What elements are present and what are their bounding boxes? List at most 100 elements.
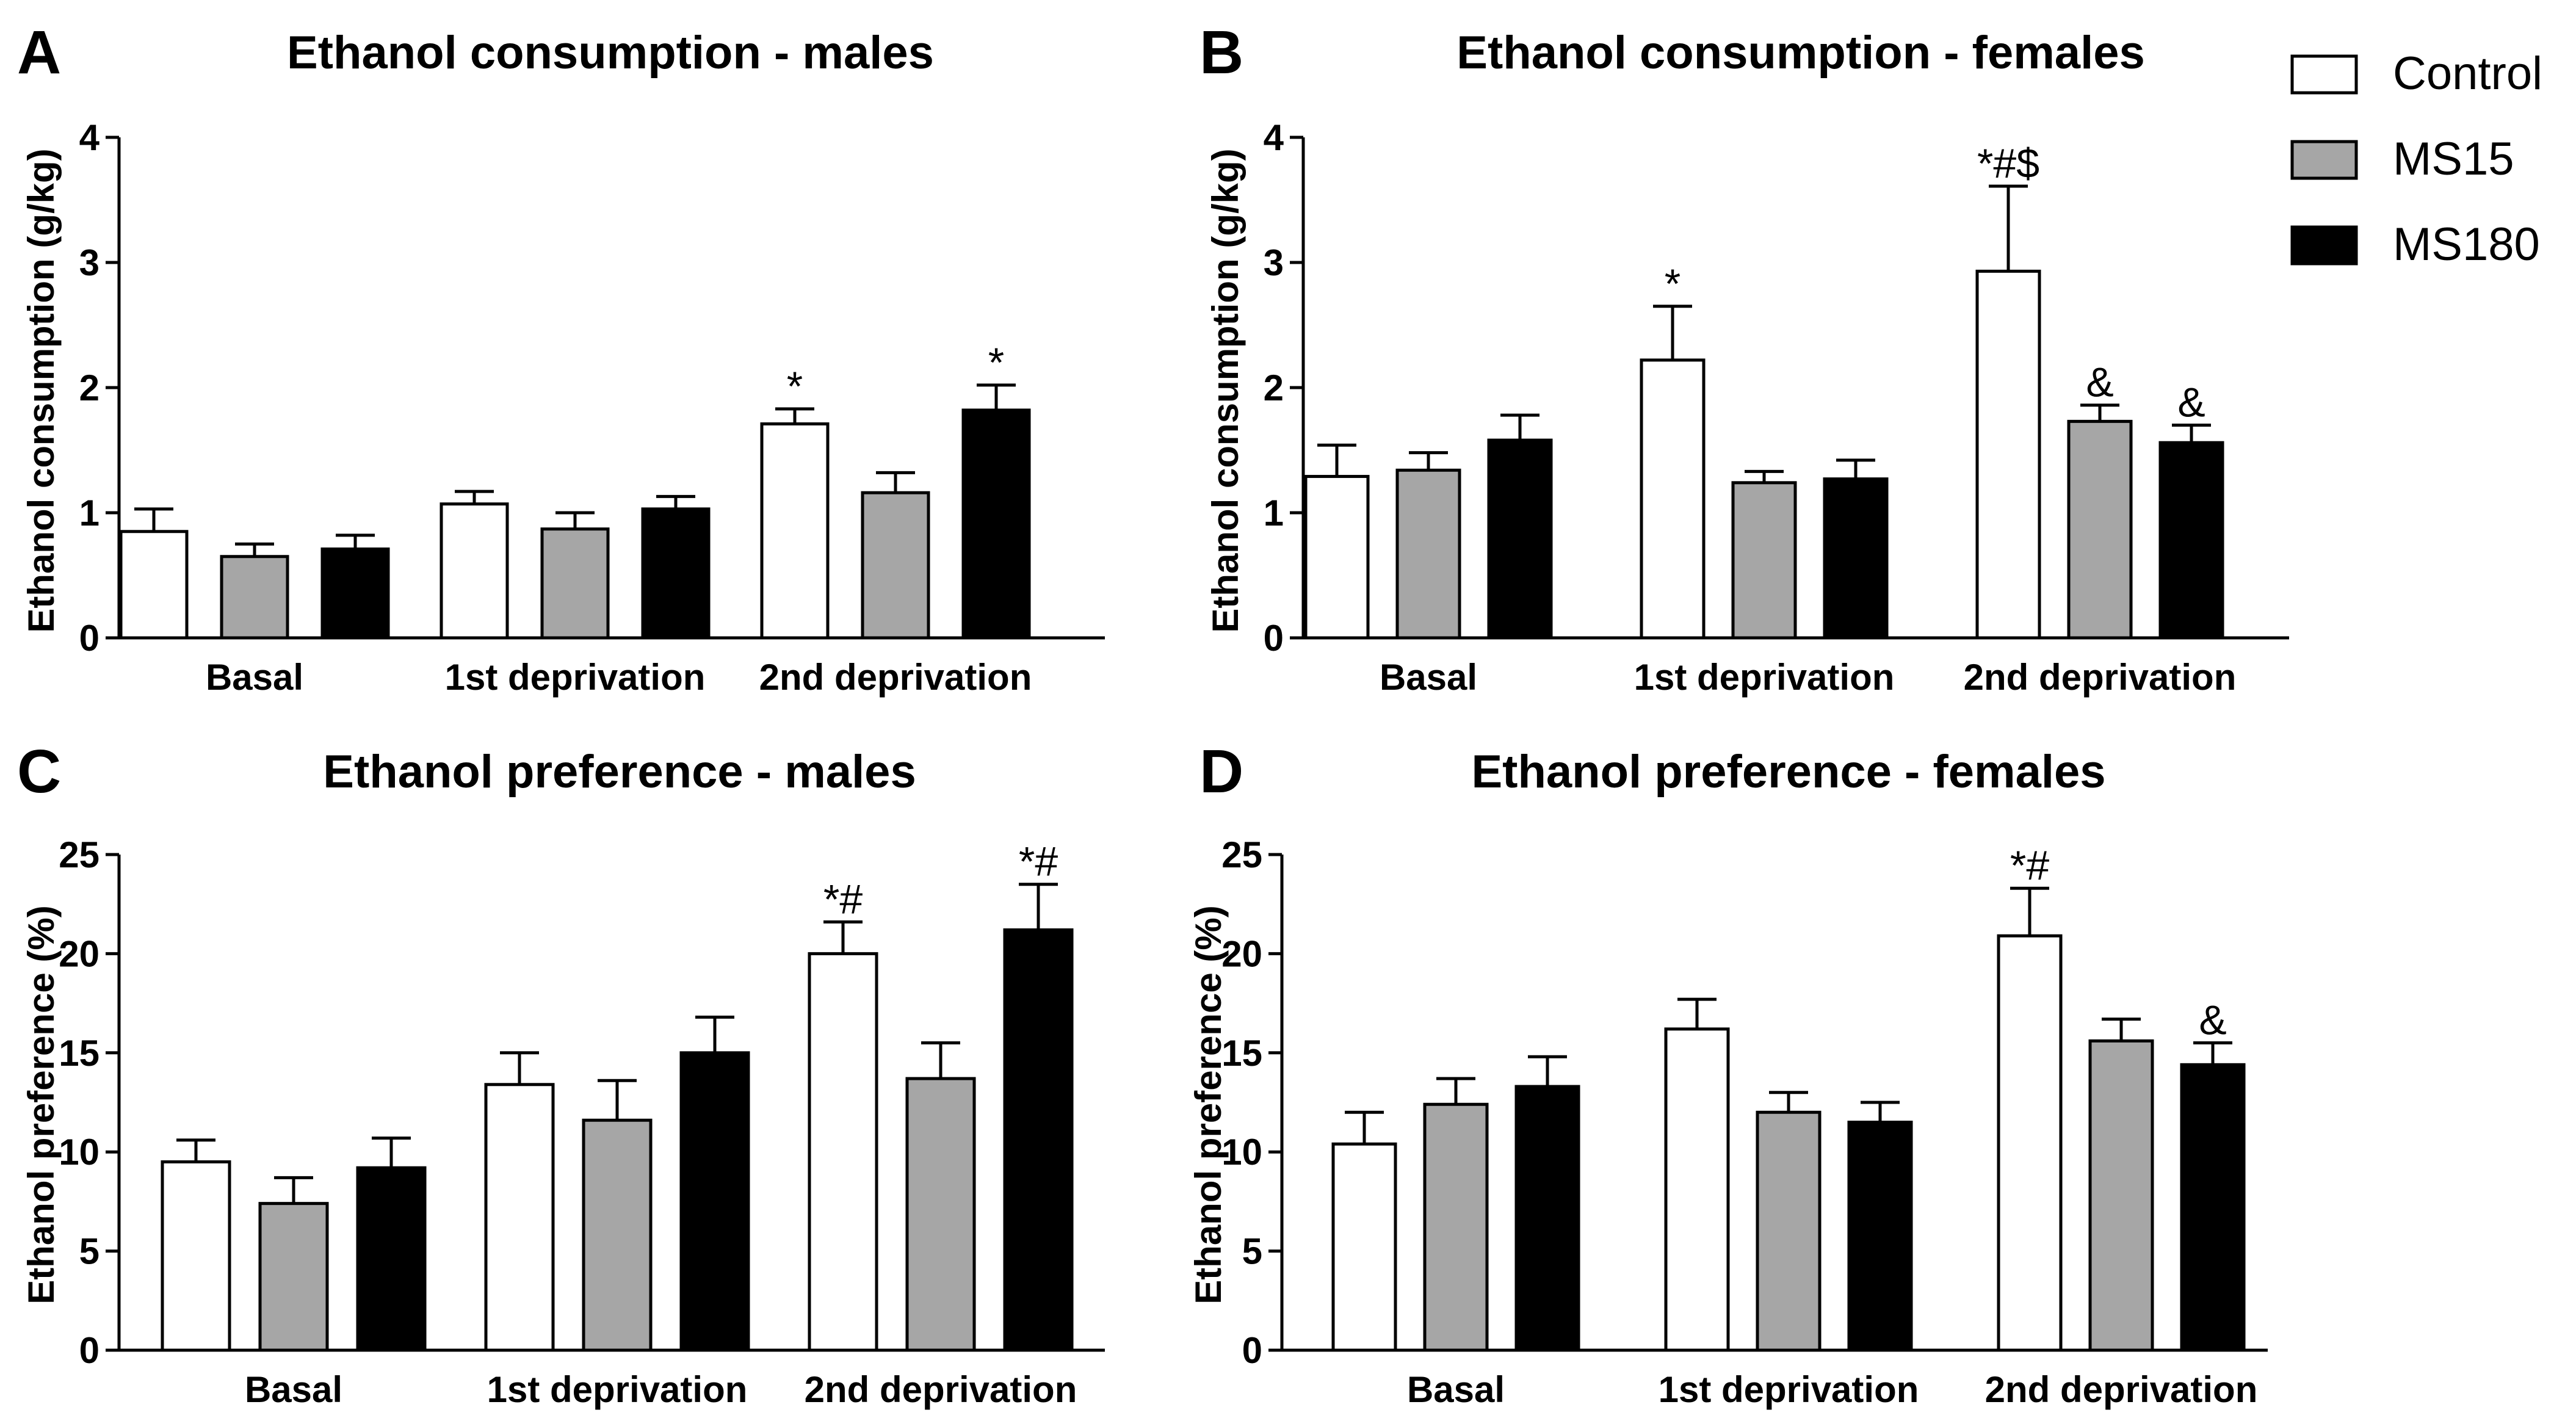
panel-d-title: Ethanol preference - females xyxy=(1471,746,2105,798)
panel-d-bar-control-basal xyxy=(1331,1142,1397,1352)
panel-b-y-tick-label: 1 xyxy=(1264,493,1284,533)
panel-d-bar-ms15-basal xyxy=(1423,1102,1489,1352)
panel-a-title: Ethanol consumption - males xyxy=(287,27,934,79)
panel-d-bar-ms15-2nd-deprivation xyxy=(2088,1039,2154,1352)
panel-a-plot: 0 1 2 3 4 Basal 1st deprivation * * 2nd deprivati… xyxy=(79,117,1105,698)
panel-a-annotation-ms180-2nd-deprivation: * xyxy=(988,339,1004,386)
panel-b-bar-ms15-basal xyxy=(1395,468,1461,640)
panel-a-bar-ms180-basal xyxy=(320,547,390,640)
panel-d-ylabel: Ethanol preference (%) xyxy=(1188,905,1229,1304)
panel-c-y-tick-label: 15 xyxy=(59,1033,99,1074)
legend: Control MS15 MS180 xyxy=(2290,48,2542,270)
panel-a-ylabel: Ethanol consumption (g/kg) xyxy=(21,148,62,632)
panel-letter-b: B xyxy=(1199,18,1243,87)
panel-c-annotation-control-2nd-deprivation: *# xyxy=(823,876,863,922)
panel-b-x-tick-label: 2nd deprivation xyxy=(1964,657,2237,698)
panel-d-y-tick-label: 10 xyxy=(1221,1132,1262,1173)
panel-a-x-tick-label: 1st deprivation xyxy=(445,657,706,698)
panel-b-y-tick-label: 0 xyxy=(1264,618,1284,659)
panel-b-plot: 0 1 2 3 4 Basal * 1st deprivation *#$ & & 2nd depri… xyxy=(1264,117,2289,698)
panel-a-y-tick-label: 1 xyxy=(79,493,99,533)
panel-d-bar-ms180-2nd-deprivation xyxy=(2180,1063,2246,1352)
panel-a-bar-ms15-basal xyxy=(220,555,289,640)
panel-b-bar-control-1st-deprivation xyxy=(1640,358,1706,640)
panel-c-bar-control-basal xyxy=(161,1160,231,1352)
panel-b-x-tick-label: 1st deprivation xyxy=(1634,657,1895,698)
panel-d-y-tick-label: 15 xyxy=(1221,1033,1262,1074)
panel-b-bar-ms15-2nd-deprivation xyxy=(2067,419,2133,640)
panel-letter-d: D xyxy=(1199,737,1243,806)
legend-label-ms15: MS15 xyxy=(2393,133,2514,185)
panel-a-y-tick-label: 2 xyxy=(79,367,99,408)
panel-a-bar-ms180-2nd-deprivation xyxy=(961,408,1031,640)
legend-label-control: Control xyxy=(2393,48,2542,99)
panel-b-bar-control-2nd-deprivation xyxy=(1975,269,2041,640)
panel-b-bar-ms180-2nd-deprivation xyxy=(2158,441,2224,640)
panel-d-annotation-ms180-2nd-deprivation: & xyxy=(2199,997,2226,1044)
panel-a-annotation-control-2nd-deprivation: * xyxy=(787,363,803,410)
panel-c-x-tick-label: Basal xyxy=(245,1369,342,1410)
panel-b-annotation-control-1st-deprivation: * xyxy=(1665,261,1681,307)
panel-c-bar-ms15-basal xyxy=(258,1202,329,1352)
panel-c-y-tick-label: 0 xyxy=(79,1330,99,1371)
panel-b-bar-ms180-basal xyxy=(1487,438,1553,640)
panel-c-title: Ethanol preference - males xyxy=(323,746,916,798)
panel-c-x-tick-label: 2nd deprivation xyxy=(805,1369,1077,1410)
panel-letter-a: A xyxy=(17,18,61,87)
panel-b-y-tick-label: 2 xyxy=(1264,367,1284,408)
panel-c-bar-ms180-2nd-deprivation xyxy=(1003,928,1074,1352)
panel-a-bar-control-basal xyxy=(119,530,189,640)
panel-d-x-tick-label: Basal xyxy=(1407,1369,1505,1410)
panel-c-ylabel: Ethanol preference (%) xyxy=(21,905,62,1304)
panel-d-bar-ms180-1st-deprivation xyxy=(1847,1120,1913,1352)
panel-b-x-tick-label: Basal xyxy=(1380,657,1477,698)
panel-d-annotation-control-2nd-deprivation: *# xyxy=(2010,842,2049,889)
panel-b-ylabel: Ethanol consumption (g/kg) xyxy=(1205,148,1246,632)
panel-d-bar-control-1st-deprivation xyxy=(1664,1027,1730,1352)
panel-b-title: Ethanol consumption - females xyxy=(1456,27,2144,79)
panel-d-y-tick-label: 20 xyxy=(1221,933,1262,974)
panel-c-y-tick-label: 20 xyxy=(59,933,99,974)
panel-c-bar-control-1st-deprivation xyxy=(484,1083,555,1352)
panel-a-bar-ms15-1st-deprivation xyxy=(540,527,610,640)
panel-d-plot: 0 5 10 15 20 25 Basal 1st deprivation *# & 2nd dep… xyxy=(1221,834,2268,1410)
panel-d-bar-control-2nd-deprivation xyxy=(1997,934,2063,1352)
panel-c-bar-ms180-basal xyxy=(356,1166,427,1352)
panel-b-bar-control-basal xyxy=(1304,475,1370,640)
panel-d-x-tick-label: 1st deprivation xyxy=(1659,1369,1919,1410)
panel-a-y-tick-label: 4 xyxy=(79,117,100,158)
panel-a-y-tick-label: 3 xyxy=(79,242,99,283)
panel-c-bar-ms15-2nd-deprivation xyxy=(905,1077,976,1352)
panel-c-plot: 0 5 10 15 20 25 Basal 1st deprivation *# *# 2nd de… xyxy=(59,834,1105,1410)
panel-b-annotation-ms15-2nd-deprivation: & xyxy=(2086,360,2113,406)
panel-letter-c: C xyxy=(17,737,61,806)
legend-swatch-ms15 xyxy=(2290,140,2358,180)
panel-a-bar-control-1st-deprivation xyxy=(440,502,509,640)
panel-d-bar-ms15-1st-deprivation xyxy=(1756,1110,1822,1352)
panel-b-bar-ms180-1st-deprivation xyxy=(1823,477,1889,640)
panel-c-y-tick-label: 10 xyxy=(59,1132,99,1173)
panel-a-x-tick-label: Basal xyxy=(206,657,303,698)
panel-a-y-tick-label: 0 xyxy=(79,618,99,659)
legend-swatch-control xyxy=(2290,54,2358,95)
panel-c-bar-control-2nd-deprivation xyxy=(808,952,878,1352)
panel-b-annotation-ms180-2nd-deprivation: & xyxy=(2177,380,2205,426)
panel-c-x-tick-label: 1st deprivation xyxy=(487,1369,748,1410)
panel-d-bar-ms180-basal xyxy=(1514,1085,1580,1352)
panel-c-bar-ms180-1st-deprivation xyxy=(679,1051,750,1352)
panel-b-bar-ms15-1st-deprivation xyxy=(1731,481,1797,640)
panel-c-annotation-ms180-2nd-deprivation: *# xyxy=(1019,839,1058,885)
legend-swatch-ms180 xyxy=(2290,225,2358,266)
panel-a-x-tick-label: 2nd deprivation xyxy=(759,657,1032,698)
panel-c-y-tick-label: 5 xyxy=(79,1231,99,1272)
panel-c-y-tick-label: 25 xyxy=(59,834,99,875)
panel-a-bar-control-2nd-deprivation xyxy=(760,422,830,640)
panel-b-y-tick-label: 4 xyxy=(1264,117,1284,158)
panel-d-y-tick-label: 0 xyxy=(1242,1330,1262,1371)
panel-a-bar-ms180-1st-deprivation xyxy=(641,507,711,640)
panel-b-annotation-control-2nd-deprivation: *#$ xyxy=(1977,140,2039,187)
panel-c-bar-ms15-1st-deprivation xyxy=(582,1118,653,1352)
panel-d-x-tick-label: 2nd deprivation xyxy=(1985,1369,2258,1410)
panel-a-bar-ms15-2nd-deprivation xyxy=(861,491,930,640)
